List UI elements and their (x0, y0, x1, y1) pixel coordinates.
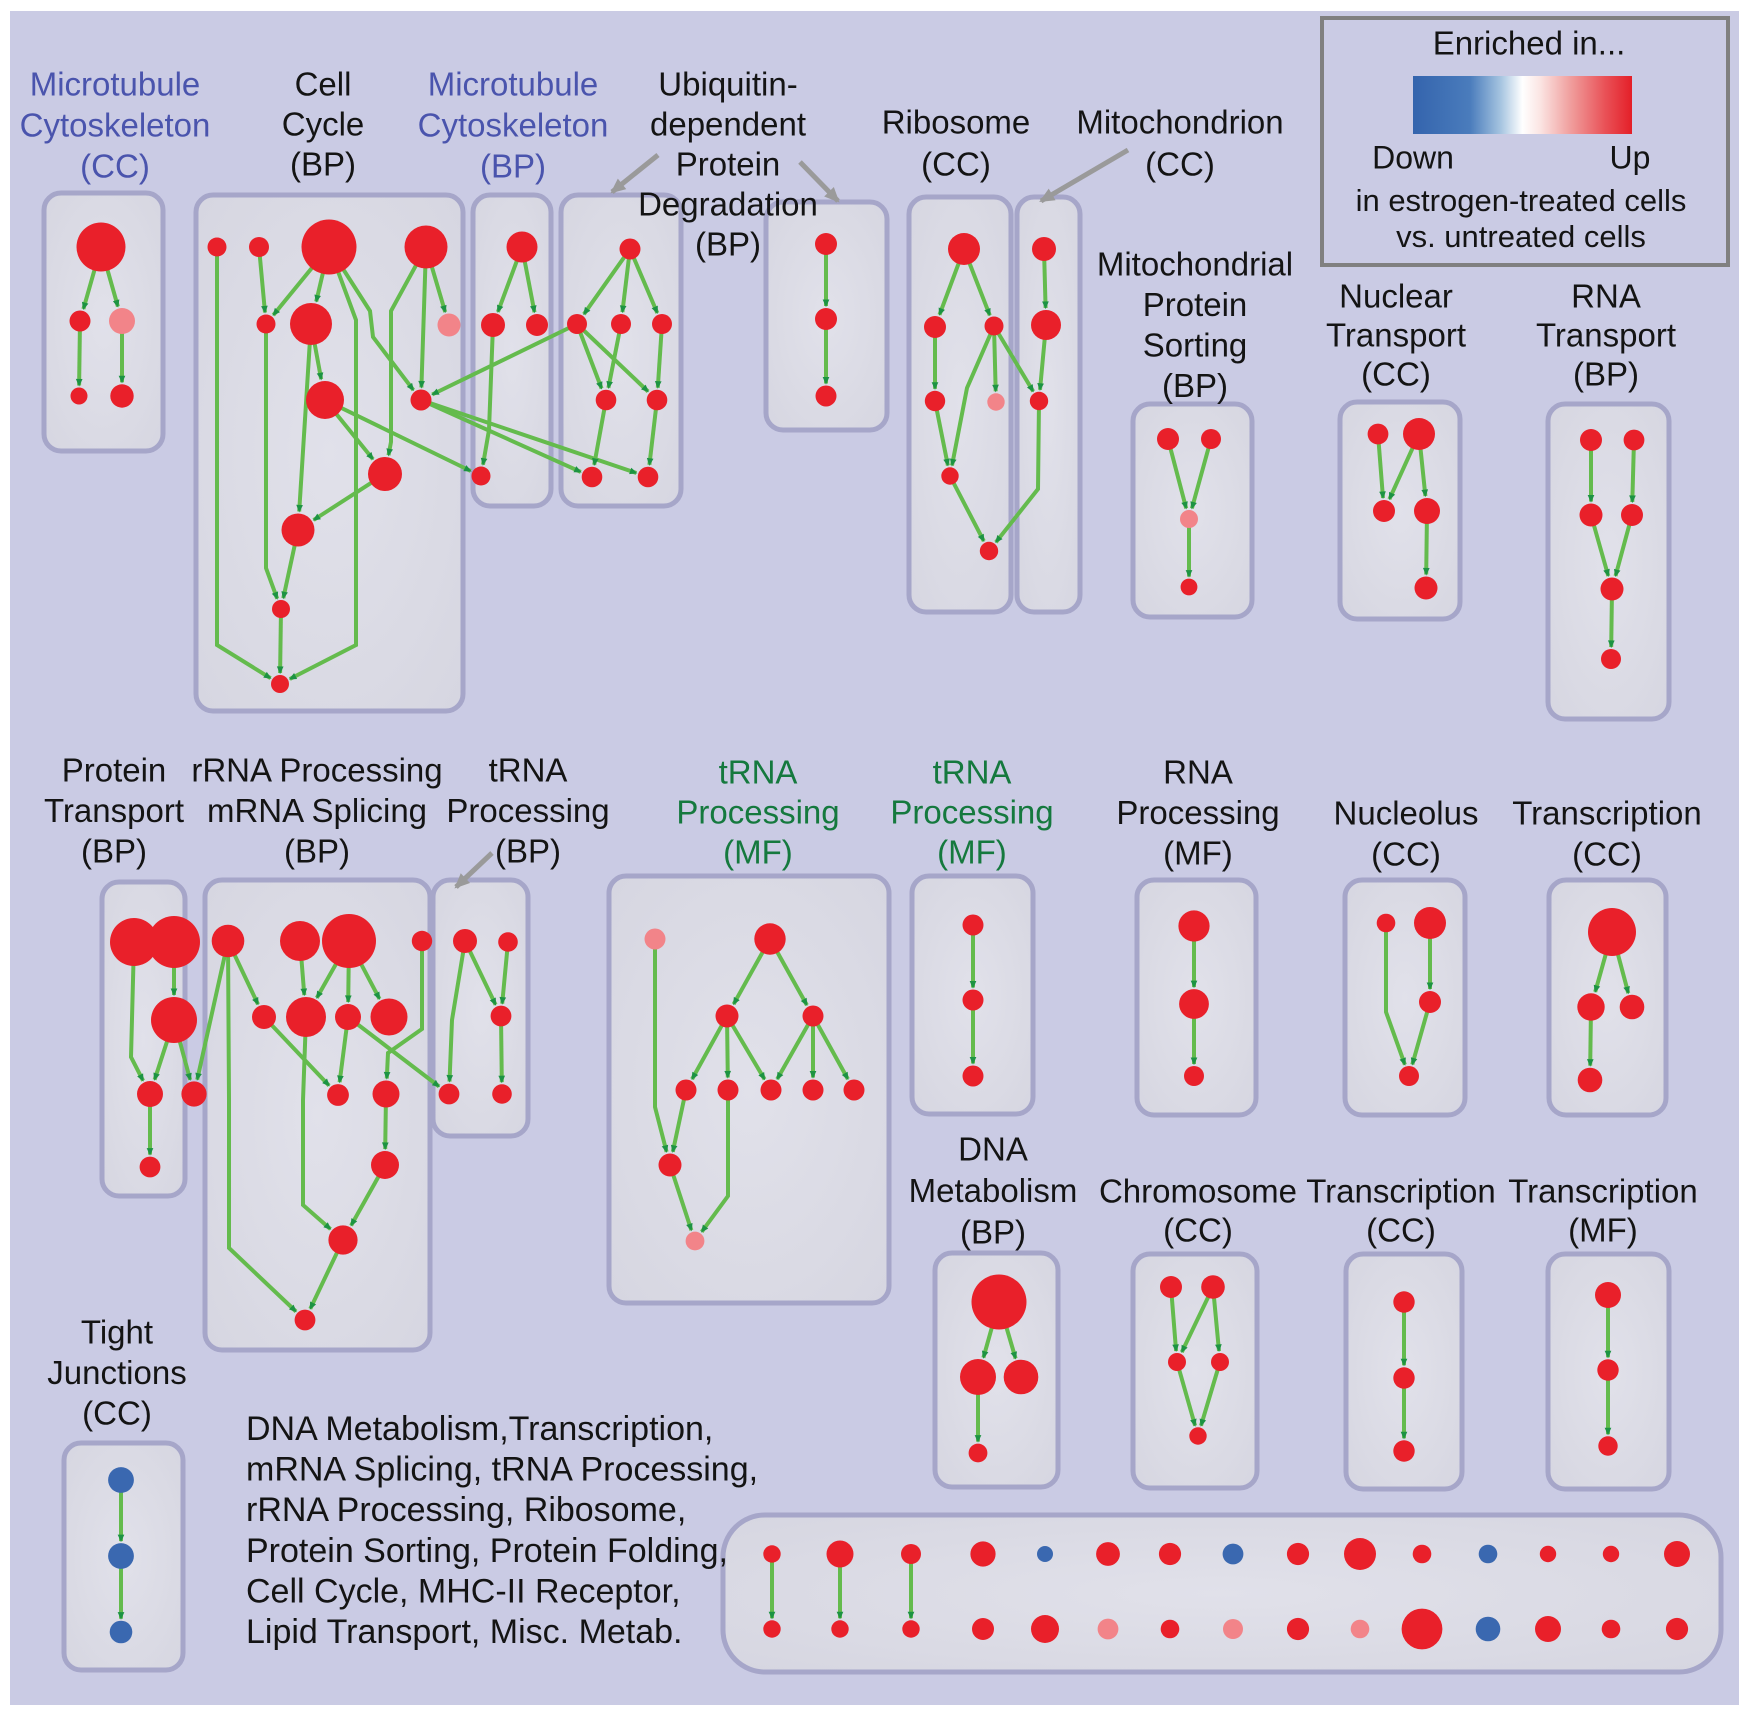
svg-text:Processing: Processing (446, 792, 609, 829)
svg-text:RNA: RNA (1163, 754, 1233, 791)
svg-text:Transport: Transport (1536, 317, 1676, 354)
svg-text:Down: Down (1372, 139, 1454, 175)
svg-text:Transport: Transport (1326, 317, 1466, 354)
svg-text:Processing: Processing (1116, 794, 1279, 831)
svg-text:Mitochondrion: Mitochondrion (1076, 104, 1283, 141)
svg-text:tRNA: tRNA (489, 752, 568, 789)
svg-text:Sorting: Sorting (1143, 327, 1248, 364)
svg-text:Microtubule: Microtubule (428, 66, 599, 103)
svg-text:(MF): (MF) (937, 834, 1007, 871)
svg-text:Lipid Transport, Misc. Metab.: Lipid Transport, Misc. Metab. (246, 1613, 683, 1651)
svg-text:(CC): (CC) (921, 146, 991, 183)
svg-text:Cell Cycle, MHC-II Receptor,: Cell Cycle, MHC-II Receptor, (246, 1572, 681, 1610)
svg-text:Tight: Tight (81, 1314, 153, 1351)
svg-text:Mitochondrial: Mitochondrial (1097, 246, 1293, 283)
svg-text:Processing: Processing (890, 794, 1053, 831)
svg-text:(MF): (MF) (1568, 1212, 1638, 1249)
svg-text:Cycle: Cycle (282, 106, 365, 143)
svg-text:Transport: Transport (44, 792, 184, 829)
svg-text:(CC): (CC) (1145, 146, 1215, 183)
svg-text:Ribosome: Ribosome (882, 104, 1031, 141)
svg-text:Microtubule: Microtubule (30, 66, 201, 103)
svg-text:Cytoskeleton: Cytoskeleton (418, 107, 609, 144)
svg-text:(BP): (BP) (1573, 356, 1639, 393)
svg-text:(BP): (BP) (1162, 367, 1228, 404)
svg-text:Transcription: Transcription (1508, 1173, 1698, 1210)
svg-text:(CC): (CC) (1366, 1212, 1436, 1249)
svg-text:rRNA Processing: rRNA Processing (191, 752, 442, 789)
svg-text:(BP): (BP) (960, 1214, 1026, 1251)
svg-text:Cell: Cell (295, 66, 352, 103)
svg-text:Enriched in...: Enriched in... (1433, 25, 1626, 62)
svg-text:Nucleolus: Nucleolus (1334, 795, 1479, 832)
svg-text:(BP): (BP) (290, 146, 356, 183)
svg-text:rRNA Processing, Ribosome,: rRNA Processing, Ribosome, (246, 1491, 686, 1529)
svg-text:Transcription: Transcription (1306, 1173, 1496, 1210)
svg-text:(CC): (CC) (1371, 836, 1441, 873)
svg-text:mRNA Splicing: mRNA Splicing (207, 792, 427, 829)
svg-text:dependent: dependent (650, 106, 806, 143)
svg-text:Degradation: Degradation (638, 186, 818, 223)
svg-text:(CC): (CC) (1163, 1212, 1233, 1249)
svg-text:Transcription: Transcription (1512, 795, 1702, 832)
svg-text:Protein: Protein (62, 752, 167, 789)
svg-text:Protein: Protein (676, 146, 781, 183)
svg-text:mRNA Splicing, tRNA Processing: mRNA Splicing, tRNA Processing, (246, 1451, 758, 1489)
svg-text:Processing: Processing (676, 794, 839, 831)
svg-text:RNA: RNA (1571, 278, 1641, 315)
svg-text:(CC): (CC) (82, 1395, 152, 1432)
svg-text:(BP): (BP) (495, 833, 561, 870)
svg-text:(BP): (BP) (284, 833, 350, 870)
svg-text:Metabolism: Metabolism (909, 1172, 1078, 1209)
svg-text:Cytoskeleton: Cytoskeleton (20, 107, 211, 144)
svg-text:(CC): (CC) (1572, 836, 1642, 873)
svg-text:vs. untreated cells: vs. untreated cells (1396, 219, 1646, 254)
svg-text:(BP): (BP) (480, 148, 546, 185)
svg-text:tRNA: tRNA (933, 754, 1012, 791)
svg-text:Protein: Protein (1143, 286, 1248, 323)
svg-text:(BP): (BP) (81, 833, 147, 870)
svg-text:(MF): (MF) (1163, 835, 1233, 872)
svg-text:Ubiquitin-: Ubiquitin- (658, 66, 797, 103)
svg-text:Protein Sorting, Protein Foldi: Protein Sorting, Protein Folding, (246, 1532, 728, 1570)
svg-text:DNA Metabolism,Transcription,: DNA Metabolism,Transcription, (246, 1410, 713, 1448)
svg-text:Junctions: Junctions (47, 1354, 186, 1391)
svg-text:Up: Up (1610, 139, 1651, 175)
svg-text:in estrogen-treated cells: in estrogen-treated cells (1356, 183, 1687, 218)
svg-text:Chromosome: Chromosome (1099, 1173, 1297, 1210)
svg-text:Nuclear: Nuclear (1339, 278, 1453, 315)
svg-text:tRNA: tRNA (719, 754, 798, 791)
svg-text:DNA: DNA (958, 1131, 1028, 1168)
svg-text:(BP): (BP) (695, 226, 761, 263)
svg-text:(MF): (MF) (723, 834, 793, 871)
svg-text:(CC): (CC) (80, 148, 150, 185)
svg-text:(CC): (CC) (1361, 356, 1431, 393)
